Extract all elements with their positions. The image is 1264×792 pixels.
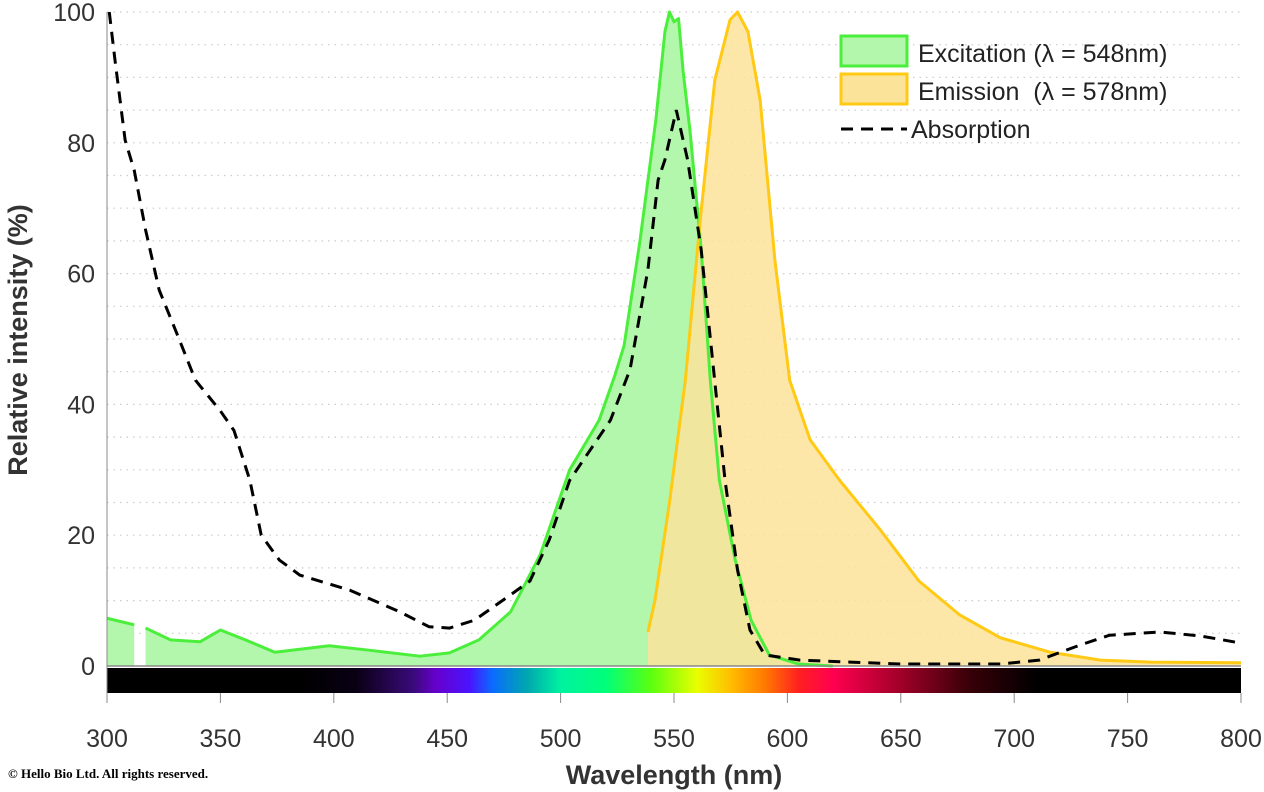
series-area-emission (647, 12, 1241, 666)
y-tick-label: 80 (67, 130, 95, 158)
x-axis-title: Wavelength (nm) (566, 760, 783, 790)
series-area-excitation (107, 618, 135, 666)
x-tick-label: 800 (1220, 725, 1262, 753)
series-areas (106, 10, 1242, 668)
x-tick-label: 400 (313, 725, 355, 753)
copyright-notice: © Hello Bio Ltd. All rights reserved. (8, 766, 209, 781)
y-tick-label: 20 (67, 522, 95, 550)
legend-swatch-excitation (839, 34, 909, 68)
x-tick-label: 300 (86, 725, 128, 753)
series-line-excitation (106, 616, 135, 627)
series-line-absorption (107, 11, 1242, 666)
series-line-excitation (144, 10, 833, 668)
y-tick-label: 0 (81, 653, 95, 681)
gridlines (107, 11, 1241, 634)
axis-ticks: 0 20 40 60 80 100 300 350 400 450 500 550 600 650 700 7… (53, 0, 1262, 753)
series-line-emission (646, 10, 1242, 665)
legend-label-absorption: Absorption (911, 116, 1031, 144)
x-tick-label: 350 (200, 725, 242, 753)
x-tick-label: 750 (1107, 725, 1149, 753)
y-tick-label: 40 (67, 391, 95, 419)
legend-label-emission: Emission (λ = 578nm) (918, 78, 1167, 106)
x-tick-label: 550 (653, 725, 695, 753)
x-tick-label: 450 (426, 725, 468, 753)
x-tick-label: 600 (767, 725, 809, 753)
x-tick-label: 500 (540, 725, 582, 753)
legend-swatch-emission (839, 72, 909, 106)
spectrum-color-bar (107, 668, 1241, 693)
series-area-excitation (145, 12, 833, 666)
x-tick-label: 650 (880, 725, 922, 753)
legend: Excitation (λ = 548nm) Emission (λ = 578… (839, 34, 1167, 144)
y-tick-label: 100 (53, 0, 95, 27)
y-tick-label: 60 (67, 261, 95, 289)
legend-label-excitation: Excitation (λ = 548nm) (918, 40, 1167, 68)
y-axis-title: Relative intensity (%) (3, 204, 33, 476)
x-tick-label: 700 (993, 725, 1035, 753)
